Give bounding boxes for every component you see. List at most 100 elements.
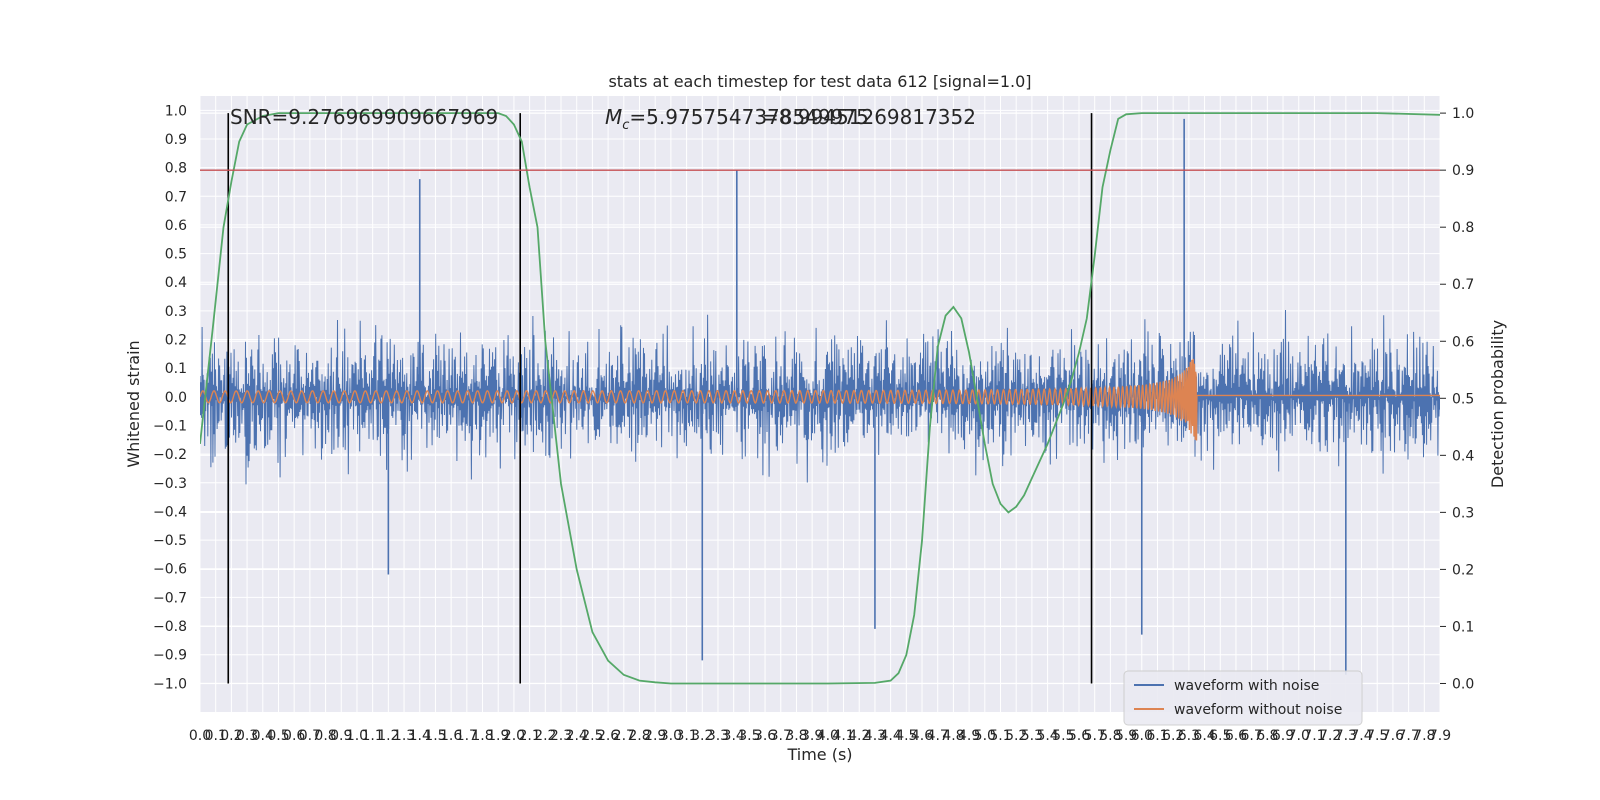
y-right-tick-label: 0.8	[1452, 220, 1474, 236]
x-tick-label: 2.6	[597, 728, 619, 744]
series-detection-probability	[200, 112, 1440, 685]
x-axis-ticks: 0.00.10.20.30.40.50.60.70.80.91.01.11.21…	[189, 728, 1451, 744]
x-tick-label: 6.2	[1162, 728, 1184, 744]
x-tick-label: 3.8	[785, 728, 807, 744]
y-left-tick-label: 1.0	[165, 103, 187, 119]
x-tick-label: 4.7	[927, 728, 949, 744]
y-left-tick-label: −0.9	[153, 648, 187, 664]
x-tick-label: 7.6	[1382, 728, 1404, 744]
x-tick-label: 5.1	[989, 728, 1011, 744]
x-tick-label: 4.4	[880, 728, 902, 744]
x-tick-label: 2.3	[550, 728, 572, 744]
x-tick-label: 7.1	[1303, 728, 1325, 744]
noise-waveform-line	[200, 309, 1440, 485]
x-tick-label: 7.3	[1335, 728, 1357, 744]
x-tick-label: 0.9	[330, 728, 352, 744]
x-tick-label: 3.7	[770, 728, 792, 744]
y-left-axis-label: Whitened strain	[124, 340, 143, 467]
x-tick-label: 5.5	[1052, 728, 1074, 744]
x-tick-label: 5.8	[1099, 728, 1121, 744]
x-tick-label: 1.1	[362, 728, 384, 744]
x-tick-label: 4.6	[911, 728, 933, 744]
x-tick-label: 0.2	[220, 728, 242, 744]
y-left-tick-label: 0.6	[165, 218, 187, 234]
y-left-tick-label: −0.7	[153, 590, 187, 606]
legend-label-noise: waveform with noise	[1174, 678, 1319, 694]
x-tick-label: 3.0	[660, 728, 682, 744]
x-tick-label: 1.7	[456, 728, 478, 744]
chirp-mass-value: =5.9757547378549975	[629, 105, 868, 129]
x-tick-label: 6.4	[1193, 728, 1215, 744]
x-axis-label: Time (s)	[786, 745, 852, 764]
x-tick-label: 3.2	[691, 728, 713, 744]
x-tick-label: 5.0	[974, 728, 996, 744]
x-tick-label: 6.6	[1225, 728, 1247, 744]
y-right-tick-label: 0.6	[1452, 334, 1474, 350]
x-tick-label: 1.2	[377, 728, 399, 744]
x-tick-label: 0.8	[314, 728, 336, 744]
x-tick-label: 3.6	[754, 728, 776, 744]
y-right-tick-label: 1.0	[1452, 106, 1474, 122]
y-left-tick-label: −1.0	[153, 676, 187, 692]
x-tick-label: 2.2	[534, 728, 556, 744]
x-tick-label: 1.4	[409, 728, 431, 744]
x-tick-label: 1.9	[487, 728, 509, 744]
y-left-tick-label: 0.8	[165, 161, 187, 177]
y-right-tick-label: 0.7	[1452, 277, 1474, 293]
x-tick-label: 0.1	[205, 728, 227, 744]
chirp-mass-annotation: Mc=5.9757547378549975	[605, 105, 869, 133]
x-tick-label: 6.1	[1146, 728, 1168, 744]
x-tick-label: 4.5	[895, 728, 917, 744]
x-tick-label: 5.4	[1036, 728, 1058, 744]
y-left-tick-label: −0.3	[153, 476, 187, 492]
y-left-tick-label: −0.6	[153, 562, 187, 578]
x-tick-label: 2.5	[581, 728, 603, 744]
x-tick-label: 1.5	[424, 728, 446, 744]
y-right-axis-ticks: 1.0 0.9 0.8 0.7 0.6 0.5 0.4 0.3 0.2 0.1 0.0	[1440, 106, 1474, 692]
x-tick-label: 4.3	[864, 728, 886, 744]
overlap-annotation: =8.99451269817352	[762, 105, 976, 129]
x-tick-label: 7.5	[1366, 728, 1388, 744]
y-right-tick-label: 0.9	[1452, 163, 1474, 179]
series-waveform-with-noise	[200, 118, 1440, 675]
y-left-tick-label: −0.1	[153, 418, 187, 434]
x-tick-label: 6.5	[1209, 728, 1231, 744]
x-tick-label: 7.0	[1288, 728, 1310, 744]
x-tick-label: 5.6	[1068, 728, 1090, 744]
x-tick-label: 7.4	[1350, 728, 1372, 744]
chart-title: stats at each timestep for test data 612…	[608, 72, 1031, 91]
x-tick-label: 0.7	[299, 728, 321, 744]
y-left-tick-label: 0.4	[165, 275, 187, 291]
y-right-axis-label: Detection probability	[1488, 320, 1507, 488]
x-tick-label: 2.0	[503, 728, 525, 744]
x-tick-label: 1.8	[471, 728, 493, 744]
x-tick-label: 2.1	[518, 728, 540, 744]
chirp-mass-symbol: M	[605, 105, 622, 129]
vertical-markers	[227, 113, 1093, 684]
y-left-tick-label: 0.9	[165, 132, 187, 148]
x-tick-label: 1.0	[346, 728, 368, 744]
x-tick-label: 0.0	[189, 728, 211, 744]
x-tick-label: 7.7	[1397, 728, 1419, 744]
x-tick-label: 3.4	[723, 728, 745, 744]
x-tick-label: 5.3	[1021, 728, 1043, 744]
x-tick-label: 2.9	[644, 728, 666, 744]
x-tick-label: 4.8	[942, 728, 964, 744]
x-tick-label: 2.8	[628, 728, 650, 744]
clean-waveform-line	[200, 358, 1440, 441]
x-tick-label: 7.2	[1319, 728, 1341, 744]
x-tick-label: 3.1	[675, 728, 697, 744]
legend-label-clean: waveform without noise	[1174, 702, 1342, 718]
y-left-axis-ticks: 1.0 0.9 0.8 0.7 0.6 0.5 0.4 0.3 0.2 0.1 0.0 −0.1 −0.…	[153, 103, 187, 692]
x-tick-label: 6.7	[1241, 728, 1263, 744]
y-right-tick-label: 0.5	[1452, 391, 1474, 407]
x-tick-label: 0.5	[267, 728, 289, 744]
x-tick-label: 4.2	[848, 728, 870, 744]
y-left-tick-label: 0.0	[165, 390, 187, 406]
y-left-tick-label: 0.7	[165, 189, 187, 205]
y-left-tick-label: −0.5	[153, 533, 187, 549]
legend: waveform with noise waveform without noi…	[1123, 670, 1363, 726]
series-waveform-without-noise	[200, 358, 1440, 441]
y-left-tick-label: −0.2	[153, 447, 187, 463]
